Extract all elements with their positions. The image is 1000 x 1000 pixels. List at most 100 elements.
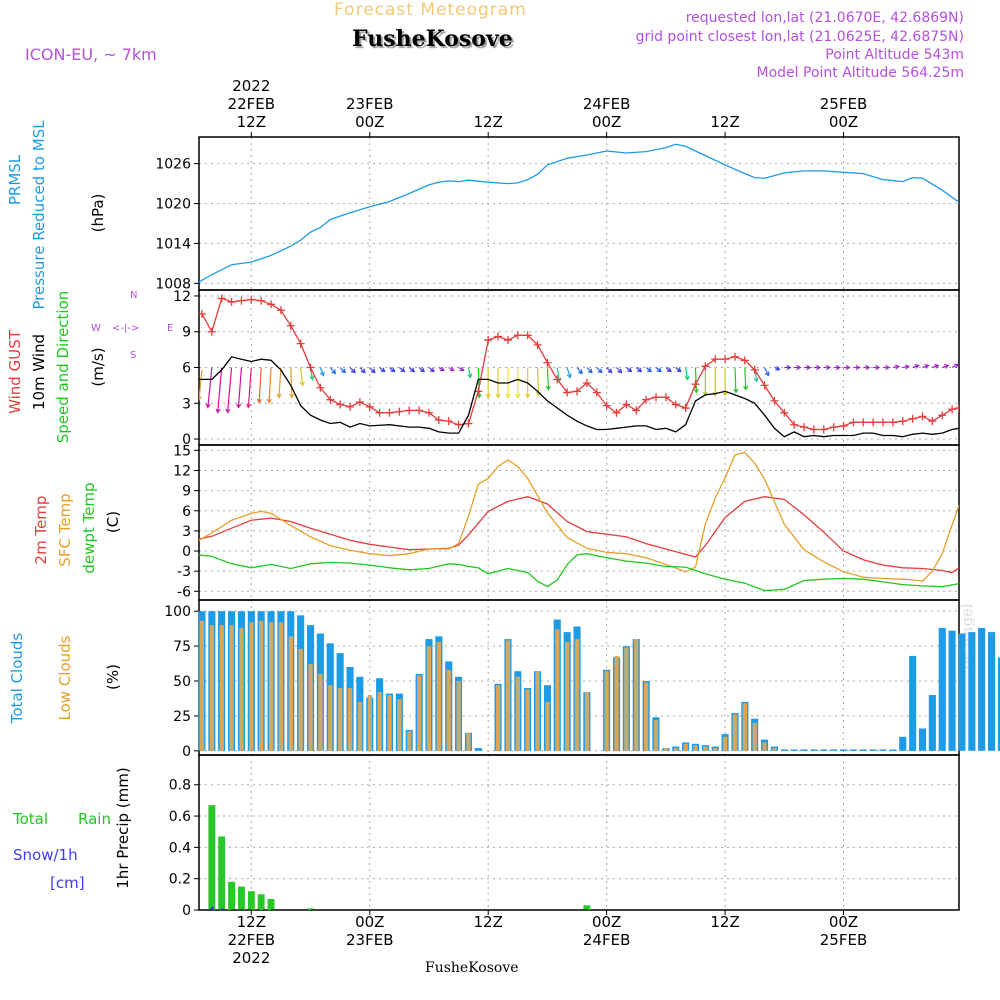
gust-marker	[671, 400, 680, 409]
low-cloud-bar	[703, 746, 708, 751]
wind-arrow-head	[666, 367, 672, 373]
gust-marker	[651, 393, 660, 402]
y-tick-label: 9	[182, 484, 191, 500]
wind-arrow-head	[289, 393, 295, 399]
y-tick-label: 12	[173, 289, 191, 305]
gust-marker	[809, 425, 818, 434]
gust-marker	[326, 395, 335, 404]
clouds-label-low: Low Clouds	[56, 635, 74, 720]
low-cloud-bar	[742, 703, 747, 751]
time-label-bottom: 23FEB	[346, 931, 393, 949]
y-tick-label: 100	[164, 604, 191, 620]
wind-arrow-head	[545, 385, 551, 391]
gust-marker	[592, 388, 601, 397]
wind-arrow-head	[578, 369, 583, 375]
gust-marker	[740, 356, 749, 365]
y-tick-label: 3	[182, 396, 191, 412]
wind-arrow-head	[597, 368, 603, 374]
gust-marker	[770, 396, 779, 405]
wind-arrow-head	[954, 363, 959, 369]
gust-marker	[543, 358, 552, 367]
wind-direction-arrow	[226, 367, 233, 413]
time-label-top: 00Z	[592, 113, 621, 131]
y-tick-label: 1014	[155, 236, 191, 252]
gust-marker	[661, 393, 670, 402]
forecast-title: Forecast Meteogram	[334, 0, 527, 20]
low-cloud-bar	[762, 742, 767, 751]
low-cloud-bar	[377, 692, 382, 751]
compass-arrow: <-|->	[112, 323, 139, 334]
wind-arrow-head	[360, 368, 366, 374]
temp-label-sfc: SFC Temp	[56, 493, 74, 566]
low-cloud-bar	[722, 736, 728, 751]
gust-marker	[247, 295, 256, 304]
y-tick-label: 15	[173, 443, 191, 459]
precip-label-cm: [cm]	[50, 874, 85, 892]
gust-marker	[711, 355, 720, 364]
gust-marker	[888, 418, 897, 427]
gust-marker	[800, 423, 809, 432]
y-tick-label: 1008	[155, 276, 191, 292]
wind-arrow-head	[350, 368, 356, 374]
low-cloud-bar	[278, 622, 284, 751]
gust-marker	[928, 417, 937, 426]
y-tick-label: 0	[182, 432, 191, 448]
low-cloud-bar	[663, 748, 668, 751]
wind-direction-arrow	[734, 367, 737, 393]
gust-marker	[199, 309, 206, 318]
wind-arrow-head	[319, 371, 325, 377]
gust-marker	[563, 388, 572, 397]
wind-arrow-head	[370, 368, 376, 374]
wind-arrow-head	[885, 364, 891, 371]
total-cloud-bar	[928, 695, 936, 751]
wind-arrow-head	[309, 375, 315, 381]
gust-marker	[721, 355, 730, 364]
precip-label-snow: Snow/1h	[13, 846, 78, 864]
y-tick-label: 0.8	[169, 778, 191, 794]
wind-arrow-head	[420, 367, 426, 373]
wind-direction-arrow	[290, 367, 293, 398]
time-label-top: 12Z	[237, 113, 266, 131]
wind-10m-line	[199, 356, 959, 438]
rain-bar	[238, 886, 245, 910]
low-cloud-bar	[219, 625, 224, 751]
gust-marker	[494, 332, 503, 341]
temp-label-2m: 2m Temp	[32, 496, 50, 565]
gust-marker	[424, 408, 433, 417]
gust-marker	[336, 400, 345, 409]
y-tick-label: 12	[173, 463, 191, 479]
pressure-unit: (hPa)	[89, 194, 107, 233]
clouds-label-total: Total Clouds	[8, 633, 26, 725]
y-tick-label: 1026	[155, 157, 191, 173]
low-cloud-bar	[574, 639, 580, 751]
wind-arrow-head	[215, 408, 221, 414]
gust-marker	[780, 408, 789, 417]
low-cloud-bar	[338, 688, 343, 751]
wind-arrow-head	[587, 368, 593, 374]
total-cloud-bar	[997, 657, 1000, 751]
wind-direction-arrow	[300, 367, 304, 386]
gust-marker	[434, 415, 443, 424]
wind-arrow-head	[637, 367, 643, 373]
wind-arrow-head	[627, 367, 633, 373]
wind-arrow-head	[505, 393, 511, 399]
location-title: FusheKosove	[352, 26, 513, 52]
gust-marker	[296, 339, 305, 348]
gust-marker	[444, 417, 453, 426]
total-cloud-bar	[810, 749, 818, 751]
wind-direction-arrow	[546, 367, 550, 390]
rain-bar	[247, 891, 255, 910]
total-cloud-bar	[474, 748, 482, 751]
wind-arrow-head	[439, 366, 445, 372]
wind-arrow-head	[894, 364, 901, 370]
gust-marker	[237, 296, 246, 305]
wind-arrow-head	[515, 393, 521, 399]
gust-marker	[405, 406, 414, 415]
rain-bar	[228, 881, 235, 910]
low-cloud-bar	[249, 622, 254, 751]
low-cloud-bar	[634, 639, 639, 751]
low-cloud-bar	[624, 647, 629, 751]
point-altitude: Point Altitude 543m	[825, 47, 964, 63]
y-tick-label: 3	[182, 524, 191, 540]
pressure-label-prmsl: PRMSL	[6, 154, 24, 205]
